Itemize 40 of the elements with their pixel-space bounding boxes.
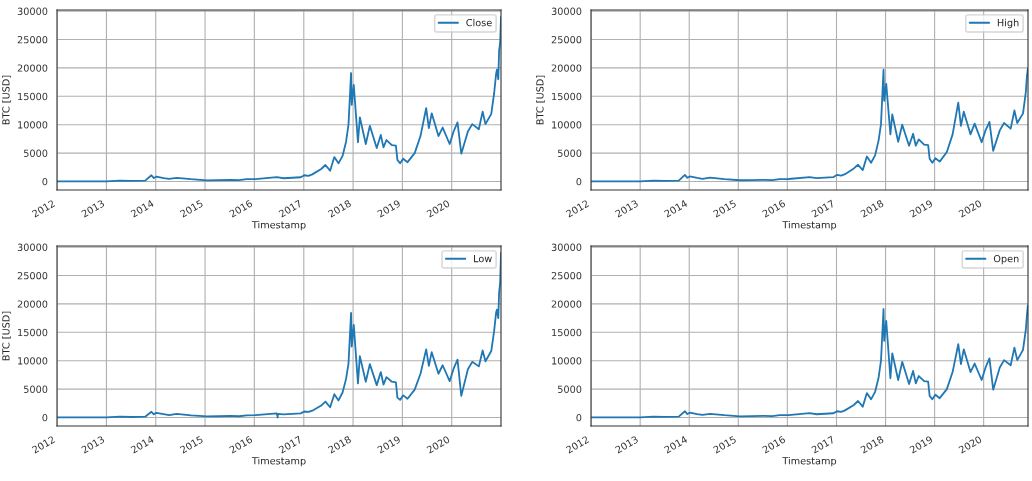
x-axis-title: Timestamp: [782, 456, 837, 467]
y-tick-label: 0: [42, 177, 48, 186]
y-tick-label: 25000: [551, 272, 582, 280]
y-tick-label: 30000: [17, 243, 48, 251]
y-axis-title: BTC [USD]: [536, 75, 545, 125]
x-axis-title: Timestamp: [251, 456, 306, 467]
y-tick-label: 15000: [18, 328, 48, 337]
y-tick-label: 15000: [18, 92, 48, 101]
legend-label: High: [997, 18, 1019, 29]
y-tick-label: 10000: [18, 121, 48, 129]
x-axis-title: Timestamp: [251, 220, 306, 231]
y-tick-label: 0: [42, 413, 48, 422]
legend-label: Close: [466, 18, 492, 27]
y-tick-label: 15000: [552, 92, 582, 101]
y-tick-label: 10000: [552, 357, 582, 365]
y-tick-label: 30000: [551, 7, 582, 15]
y-tick-label: 0: [576, 177, 582, 186]
legend-label: Low: [474, 255, 492, 263]
y-tick-label: 20000: [551, 300, 582, 308]
x-axis-title: Timestamp: [782, 220, 837, 231]
line-series: [591, 67, 1028, 183]
y-tick-label: 10000: [552, 121, 582, 129]
y-tick-label: 5000: [557, 149, 582, 157]
y-tick-label: 20000: [17, 64, 48, 72]
y-tick-label: 30000: [17, 7, 48, 15]
y-tick-label: 15000: [552, 328, 582, 337]
y-tick-label: 25000: [551, 36, 582, 44]
y-tick-label: 25000: [17, 36, 48, 44]
legend-label: Open: [993, 254, 1019, 265]
y-axis-title: BTC [USD]: [2, 311, 11, 361]
y-axis-title: BTC [USD]: [2, 75, 11, 125]
y-tick-label: 10000: [18, 357, 48, 365]
y-tick-label: 5000: [557, 385, 582, 393]
y-tick-label: 20000: [17, 300, 48, 308]
y-tick-label: 0: [576, 413, 582, 422]
y-tick-label: 5000: [23, 149, 48, 157]
y-tick-label: 20000: [551, 64, 582, 72]
y-tick-label: 30000: [551, 243, 582, 251]
y-tick-label: 5000: [23, 385, 48, 393]
y-tick-label: 25000: [17, 272, 48, 280]
